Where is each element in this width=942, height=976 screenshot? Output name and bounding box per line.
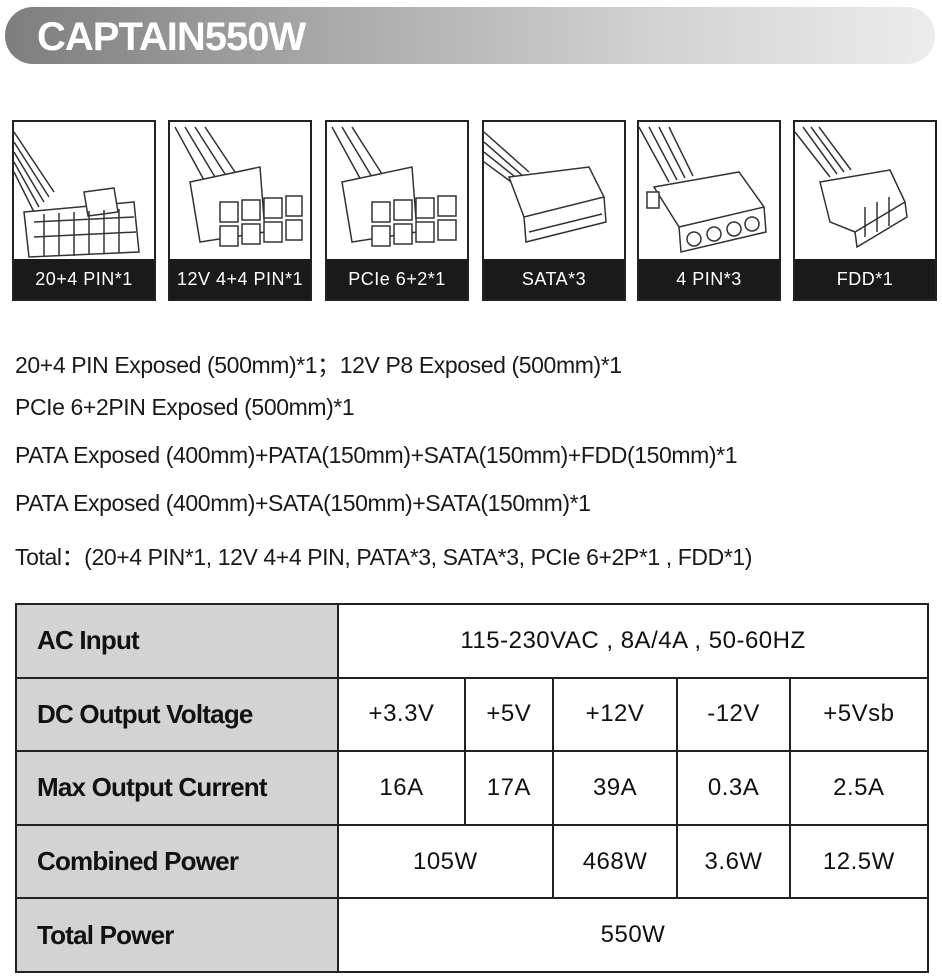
table-row-total-power: Total Power 550W — [15, 897, 929, 973]
cell: 468W — [551, 823, 679, 900]
table-row-combined-power: Combined Power 105W 468W 3.6W 12.5W — [15, 823, 930, 900]
cell: 39A — [551, 750, 679, 826]
fdd-connector-icon — [795, 126, 908, 249]
cell: 3.6W — [676, 823, 791, 900]
table-row-max-current: Max Output Current 16A 17A 39A 0.3A 2.5A — [15, 750, 930, 826]
cell: +5Vsb — [788, 676, 930, 753]
atx-24pin-connector-icon — [14, 131, 140, 258]
connector-card-pcie: PCIe 6+2*1 — [325, 120, 469, 301]
cell: +3.3V — [337, 676, 466, 753]
row-header: Total Power — [15, 897, 339, 973]
spec-line-total: Total：(20+4 PIN*1, 12V 4+4 PIN, PATA*3, … — [15, 544, 753, 570]
product-title: CAPTAIN550W — [37, 15, 306, 59]
connector-card-atx: 20+4 PIN*1 — [12, 120, 156, 301]
pcie-8pin-connector-icon — [331, 126, 457, 247]
cell: 0.3A — [676, 750, 791, 826]
power-spec-table: AC Input 115-230VAC , 8A/4A , 50-60HZ DC… — [15, 603, 930, 973]
row-header: DC Output Voltage — [15, 676, 339, 753]
connector-label: 20+4 PIN*1 — [14, 259, 154, 299]
cell: +5V — [464, 676, 554, 753]
spec-line: PCIe 6+2PIN Exposed (500mm)*1 — [15, 394, 355, 420]
spec-line: 20+4 PIN Exposed (500mm)*1；12V P8 Expose… — [15, 352, 622, 378]
connector-label: PCIe 6+2*1 — [327, 259, 467, 299]
eps-8pin-connector-icon — [174, 126, 303, 247]
spec-line: PATA Exposed (400mm)+SATA(150mm)+SATA(15… — [15, 490, 591, 516]
table-row-dc-output: DC Output Voltage +3.3V +5V +12V -12V +5… — [15, 676, 930, 753]
cell: 115-230VAC , 8A/4A , 50-60HZ — [337, 603, 929, 679]
connector-label: FDD*1 — [795, 259, 935, 299]
row-header: Max Output Current — [15, 750, 339, 826]
cell: 12.5W — [788, 823, 930, 900]
sata-connector-icon — [484, 131, 607, 243]
cell: 2.5A — [788, 750, 930, 826]
cell: +12V — [551, 676, 679, 753]
cell: -12V — [676, 676, 791, 753]
connector-card-fdd: FDD*1 — [793, 120, 937, 301]
connector-label: 4 PIN*3 — [639, 259, 779, 299]
cell: 16A — [337, 750, 466, 826]
connector-label: SATA*3 — [484, 259, 624, 299]
connector-card-eps: 12V 4+4 PIN*1 — [168, 120, 312, 301]
cell: 105W — [337, 823, 554, 900]
row-header: AC Input — [15, 603, 339, 679]
molex-connector-icon — [639, 126, 767, 253]
cell: 550W — [337, 897, 929, 973]
connector-label: 12V 4+4 PIN*1 — [170, 259, 310, 299]
row-header: Combined Power — [15, 823, 339, 900]
cell: 17A — [464, 750, 554, 826]
connector-card-sata: SATA*3 — [482, 120, 626, 301]
connector-card-molex: 4 PIN*3 — [637, 120, 781, 301]
table-row-ac-input: AC Input 115-230VAC , 8A/4A , 50-60HZ — [15, 603, 929, 679]
title-banner: CAPTAIN550W — [5, 7, 935, 64]
spec-line: PATA Exposed (400mm)+PATA(150mm)+SATA(15… — [15, 442, 738, 468]
